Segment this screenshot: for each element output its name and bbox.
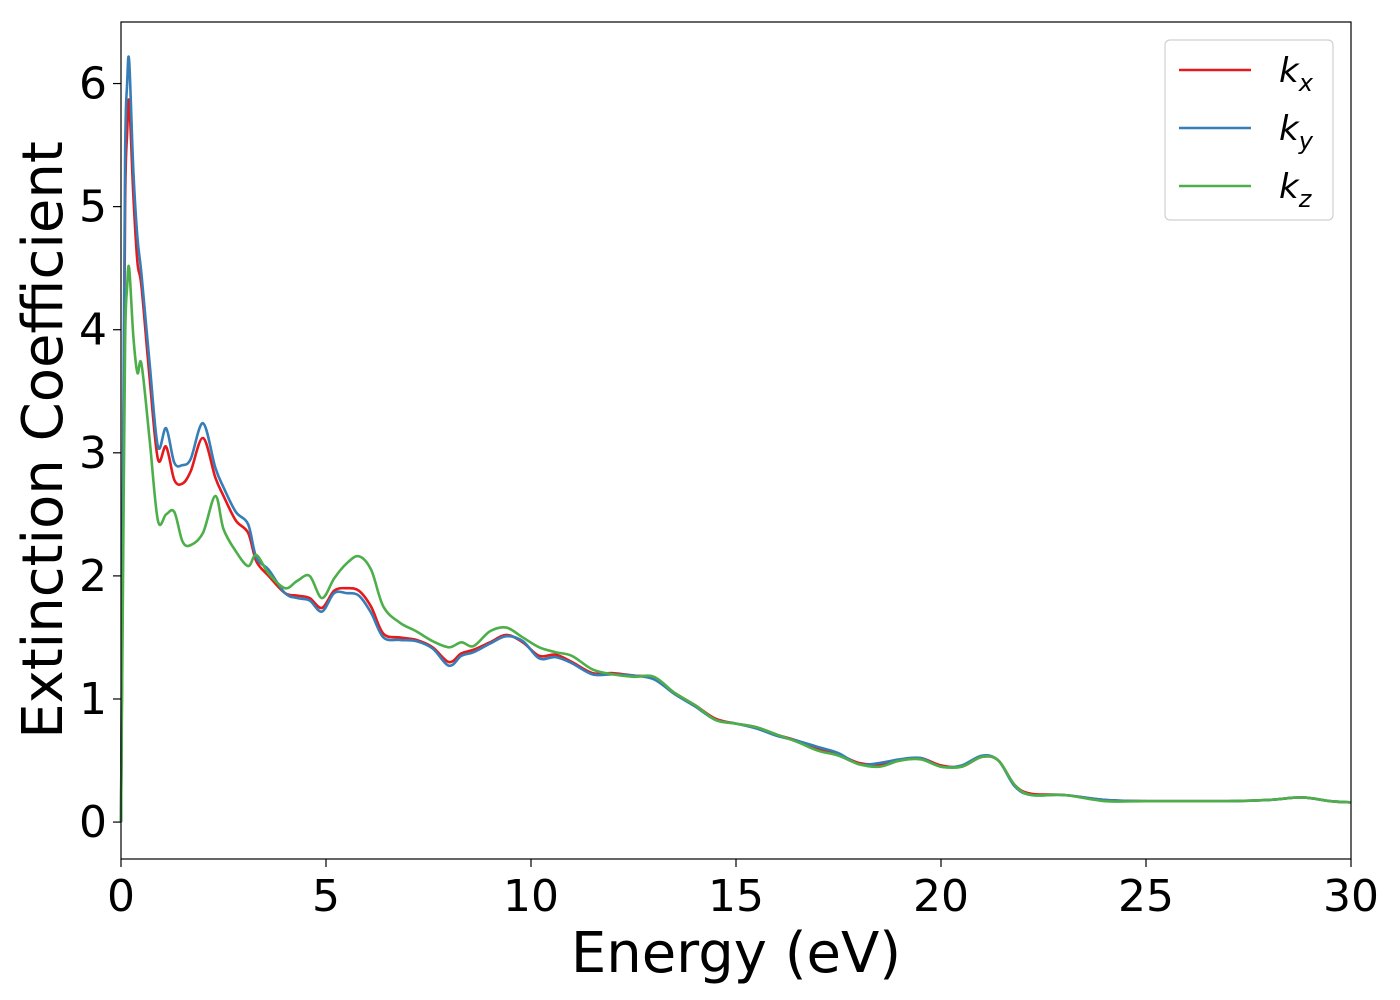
x-tick-label: 20 xyxy=(913,871,969,922)
x-tick-label: 5 xyxy=(312,871,340,922)
x-tick-label: 25 xyxy=(1118,871,1174,922)
y-axis-label: Extinction Coefficient xyxy=(11,141,76,739)
x-axis-ticks: 0 5 10 15 20 25 30 xyxy=(107,859,1379,922)
x-tick-label: 0 xyxy=(107,871,135,922)
y-axis-ticks: 0 1 2 3 4 5 6 xyxy=(79,59,121,848)
y-tick-label: 2 xyxy=(79,551,107,602)
x-tick-label: 10 xyxy=(503,871,559,922)
legend-box xyxy=(1164,39,1334,221)
y-tick-label: 6 xyxy=(79,59,107,110)
y-tick-label: 4 xyxy=(79,305,107,356)
y-tick-label: 5 xyxy=(79,182,107,233)
y-tick-label: 0 xyxy=(79,797,107,848)
y-tick-label: 3 xyxy=(79,428,107,479)
plot-background xyxy=(121,22,1351,859)
y-tick-label: 1 xyxy=(79,674,107,725)
series-layer xyxy=(119,55,1352,823)
x-tick-label: 15 xyxy=(708,871,764,922)
series-line-kz xyxy=(119,264,1352,823)
x-axis-label: Energy (eV) xyxy=(571,921,901,986)
x-tick-label: 30 xyxy=(1323,871,1379,922)
